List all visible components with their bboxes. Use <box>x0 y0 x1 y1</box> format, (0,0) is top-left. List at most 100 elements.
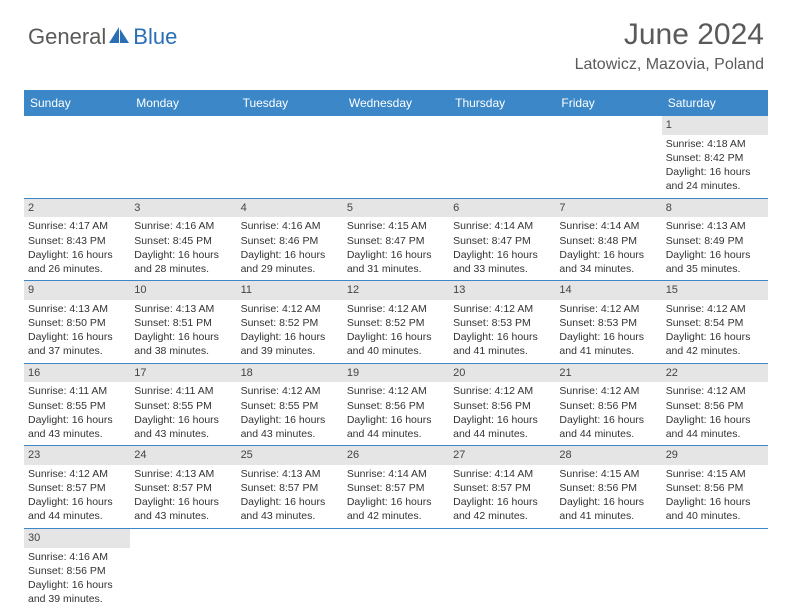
day-number: 15 <box>662 281 768 300</box>
day-details: Sunrise: 4:12 AMSunset: 8:52 PMDaylight:… <box>343 300 449 363</box>
day-details: Sunrise: 4:13 AMSunset: 8:51 PMDaylight:… <box>130 300 236 363</box>
day-details: Sunrise: 4:15 AMSunset: 8:56 PMDaylight:… <box>555 465 661 528</box>
day-details: Sunrise: 4:13 AMSunset: 8:50 PMDaylight:… <box>24 300 130 363</box>
day-details: Sunrise: 4:15 AMSunset: 8:56 PMDaylight:… <box>662 465 768 528</box>
calendar-cell: 27Sunrise: 4:14 AMSunset: 8:57 PMDayligh… <box>449 446 555 529</box>
title-block: June 2024 Latowicz, Mazovia, Poland <box>575 18 764 74</box>
sunset-text: Sunset: 8:56 PM <box>559 481 657 495</box>
day-details: Sunrise: 4:14 AMSunset: 8:57 PMDaylight:… <box>343 465 449 528</box>
sunrise-text: Sunrise: 4:12 AM <box>666 302 764 316</box>
calendar-cell: 28Sunrise: 4:15 AMSunset: 8:56 PMDayligh… <box>555 446 661 529</box>
day-number: 12 <box>343 281 449 300</box>
calendar-cell: 8Sunrise: 4:13 AMSunset: 8:49 PMDaylight… <box>662 198 768 281</box>
daylight-text: Daylight: 16 hours and 43 minutes. <box>241 413 339 441</box>
sunrise-text: Sunrise: 4:12 AM <box>347 302 445 316</box>
daylight-text: Daylight: 16 hours and 33 minutes. <box>453 248 551 276</box>
day-number: 22 <box>662 364 768 383</box>
daylight-text: Daylight: 16 hours and 34 minutes. <box>559 248 657 276</box>
day-number: 11 <box>237 281 343 300</box>
day-number: 3 <box>130 199 236 218</box>
day-number: 10 <box>130 281 236 300</box>
calendar-cell <box>555 116 661 198</box>
calendar-cell <box>237 116 343 198</box>
sunrise-text: Sunrise: 4:12 AM <box>347 384 445 398</box>
day-details: Sunrise: 4:12 AMSunset: 8:55 PMDaylight:… <box>237 382 343 445</box>
sunrise-text: Sunrise: 4:11 AM <box>134 384 232 398</box>
sunrise-text: Sunrise: 4:18 AM <box>666 137 764 151</box>
day-details: Sunrise: 4:12 AMSunset: 8:57 PMDaylight:… <box>24 465 130 528</box>
sunrise-text: Sunrise: 4:12 AM <box>453 384 551 398</box>
day-details: Sunrise: 4:12 AMSunset: 8:56 PMDaylight:… <box>662 382 768 445</box>
sunset-text: Sunset: 8:53 PM <box>559 316 657 330</box>
brand-text-1: General <box>28 24 106 50</box>
day-number: 21 <box>555 364 661 383</box>
daylight-text: Daylight: 16 hours and 44 minutes. <box>347 413 445 441</box>
day-details: Sunrise: 4:14 AMSunset: 8:47 PMDaylight:… <box>449 217 555 280</box>
calendar-cell <box>343 116 449 198</box>
calendar-body: 1Sunrise: 4:18 AMSunset: 8:42 PMDaylight… <box>24 116 768 610</box>
daylight-text: Daylight: 16 hours and 42 minutes. <box>666 330 764 358</box>
day-number: 14 <box>555 281 661 300</box>
day-details: Sunrise: 4:13 AMSunset: 8:57 PMDaylight:… <box>237 465 343 528</box>
daylight-text: Daylight: 16 hours and 31 minutes. <box>347 248 445 276</box>
calendar-cell: 11Sunrise: 4:12 AMSunset: 8:52 PMDayligh… <box>237 281 343 364</box>
header: General Blue June 2024 Latowicz, Mazovia… <box>0 0 792 82</box>
calendar-cell: 26Sunrise: 4:14 AMSunset: 8:57 PMDayligh… <box>343 446 449 529</box>
daylight-text: Daylight: 16 hours and 35 minutes. <box>666 248 764 276</box>
day-number: 18 <box>237 364 343 383</box>
daylight-text: Daylight: 16 hours and 44 minutes. <box>559 413 657 441</box>
sunset-text: Sunset: 8:45 PM <box>134 234 232 248</box>
sunset-text: Sunset: 8:54 PM <box>666 316 764 330</box>
calendar-row: 23Sunrise: 4:12 AMSunset: 8:57 PMDayligh… <box>24 446 768 529</box>
day-number: 24 <box>130 446 236 465</box>
sunset-text: Sunset: 8:48 PM <box>559 234 657 248</box>
daylight-text: Daylight: 16 hours and 42 minutes. <box>453 495 551 523</box>
daylight-text: Daylight: 16 hours and 43 minutes. <box>241 495 339 523</box>
sunrise-text: Sunrise: 4:15 AM <box>666 467 764 481</box>
calendar-cell <box>130 116 236 198</box>
day-details: Sunrise: 4:11 AMSunset: 8:55 PMDaylight:… <box>24 382 130 445</box>
calendar-cell: 25Sunrise: 4:13 AMSunset: 8:57 PMDayligh… <box>237 446 343 529</box>
calendar-cell: 9Sunrise: 4:13 AMSunset: 8:50 PMDaylight… <box>24 281 130 364</box>
daylight-text: Daylight: 16 hours and 42 minutes. <box>347 495 445 523</box>
brand-text-2: Blue <box>133 24 177 50</box>
sunset-text: Sunset: 8:42 PM <box>666 151 764 165</box>
sunrise-text: Sunrise: 4:12 AM <box>28 467 126 481</box>
sunrise-text: Sunrise: 4:14 AM <box>453 219 551 233</box>
sunset-text: Sunset: 8:56 PM <box>453 399 551 413</box>
sunset-text: Sunset: 8:47 PM <box>347 234 445 248</box>
weekday-header: Tuesday <box>237 90 343 116</box>
sunrise-text: Sunrise: 4:16 AM <box>241 219 339 233</box>
daylight-text: Daylight: 16 hours and 44 minutes. <box>666 413 764 441</box>
sunrise-text: Sunrise: 4:16 AM <box>28 550 126 564</box>
day-number: 13 <box>449 281 555 300</box>
sunrise-text: Sunrise: 4:13 AM <box>666 219 764 233</box>
day-details: Sunrise: 4:12 AMSunset: 8:56 PMDaylight:… <box>555 382 661 445</box>
sunrise-text: Sunrise: 4:14 AM <box>559 219 657 233</box>
weekday-header: Sunday <box>24 90 130 116</box>
day-details: Sunrise: 4:12 AMSunset: 8:52 PMDaylight:… <box>237 300 343 363</box>
sunrise-text: Sunrise: 4:16 AM <box>134 219 232 233</box>
day-number: 27 <box>449 446 555 465</box>
day-details: Sunrise: 4:12 AMSunset: 8:56 PMDaylight:… <box>449 382 555 445</box>
weekday-header-row: Sunday Monday Tuesday Wednesday Thursday… <box>24 90 768 116</box>
calendar-cell: 24Sunrise: 4:13 AMSunset: 8:57 PMDayligh… <box>130 446 236 529</box>
calendar-cell: 20Sunrise: 4:12 AMSunset: 8:56 PMDayligh… <box>449 363 555 446</box>
daylight-text: Daylight: 16 hours and 43 minutes. <box>134 495 232 523</box>
daylight-text: Daylight: 16 hours and 41 minutes. <box>559 495 657 523</box>
month-title: June 2024 <box>575 18 764 52</box>
daylight-text: Daylight: 16 hours and 43 minutes. <box>134 413 232 441</box>
calendar-cell: 1Sunrise: 4:18 AMSunset: 8:42 PMDaylight… <box>662 116 768 198</box>
calendar-cell <box>555 528 661 610</box>
day-details: Sunrise: 4:17 AMSunset: 8:43 PMDaylight:… <box>24 217 130 280</box>
calendar-cell: 18Sunrise: 4:12 AMSunset: 8:55 PMDayligh… <box>237 363 343 446</box>
brand-logo: General Blue <box>28 24 177 50</box>
sunrise-text: Sunrise: 4:13 AM <box>241 467 339 481</box>
sunrise-text: Sunrise: 4:13 AM <box>28 302 126 316</box>
sunrise-text: Sunrise: 4:12 AM <box>453 302 551 316</box>
day-details: Sunrise: 4:12 AMSunset: 8:54 PMDaylight:… <box>662 300 768 363</box>
sunset-text: Sunset: 8:57 PM <box>28 481 126 495</box>
day-details: Sunrise: 4:16 AMSunset: 8:45 PMDaylight:… <box>130 217 236 280</box>
day-number: 2 <box>24 199 130 218</box>
daylight-text: Daylight: 16 hours and 39 minutes. <box>241 330 339 358</box>
